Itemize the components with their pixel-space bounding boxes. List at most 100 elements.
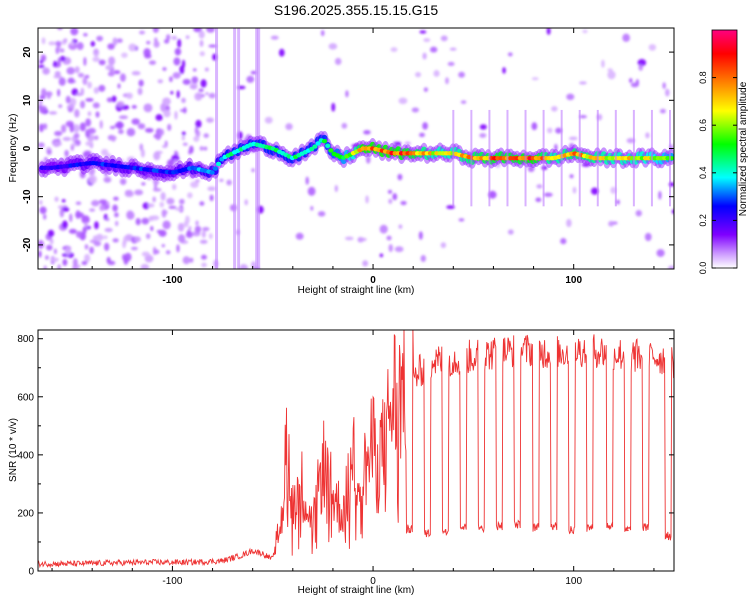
- noise-blob: [57, 88, 61, 97]
- noise-blob: [85, 97, 94, 102]
- y-tick-label: 0: [28, 567, 34, 578]
- noise-blob: [608, 220, 614, 227]
- noise-blob: [55, 46, 60, 55]
- noise-blob: [320, 30, 325, 37]
- noise-blob: [38, 64, 45, 69]
- snr-axes: -100 0 100 0 200 400 600 800: [17, 330, 674, 587]
- noise-blob: [198, 88, 204, 93]
- noise-blob: [96, 35, 104, 42]
- snr-dropout-point: [552, 525, 555, 527]
- snr-dropout-point: [570, 529, 573, 532]
- noise-blob: [138, 79, 144, 87]
- noise-blob: [153, 40, 160, 48]
- noise-blob: [644, 232, 652, 242]
- spectrogram-xlabel: Height of straight line (km): [298, 285, 415, 296]
- noise-blob: [145, 233, 151, 240]
- noise-blob: [560, 238, 567, 245]
- noise-blob: [57, 57, 62, 65]
- noise-blob: [195, 179, 200, 183]
- noise-blob: [206, 28, 215, 33]
- noise-blob: [62, 136, 72, 141]
- noise-blob: [152, 28, 159, 33]
- noise-blob: [172, 183, 177, 190]
- snr-dropout-point: [516, 523, 519, 526]
- noise-blob: [112, 37, 118, 46]
- noise-blob: [183, 106, 187, 114]
- noise-blob: [144, 254, 154, 263]
- noise-blob: [75, 92, 83, 96]
- noise-blob: [52, 140, 61, 147]
- noise-blob: [419, 30, 427, 34]
- noise-blob: [60, 124, 67, 133]
- noise-blob: [264, 116, 273, 124]
- noise-blob: [88, 175, 98, 184]
- noise-blob: [201, 254, 207, 260]
- noise-blob: [65, 95, 71, 104]
- noise-blob: [572, 186, 577, 194]
- noise-blob: [157, 79, 164, 84]
- noise-blob: [566, 218, 572, 228]
- noise-blob: [397, 173, 403, 181]
- noise-blob: [123, 256, 129, 265]
- noise-blob: [190, 181, 199, 188]
- noise-blob: [415, 72, 422, 78]
- noise-blob: [363, 130, 371, 135]
- noise-blob: [70, 143, 78, 147]
- noise-blob: [54, 130, 63, 136]
- noise-blob: [162, 67, 167, 71]
- figure-title: S196.2025.355.15.15.G15: [274, 2, 438, 18]
- y-tick-label: -20: [22, 237, 33, 252]
- noise-blob: [41, 37, 46, 45]
- snr-dropout-point: [444, 529, 447, 532]
- noise-blob: [159, 201, 165, 208]
- ridge-core: [321, 138, 328, 144]
- noise-blob: [630, 82, 639, 88]
- noise-blob: [135, 218, 141, 226]
- noise-blob: [194, 92, 203, 101]
- noise-blob: [502, 67, 506, 74]
- noise-blob: [199, 39, 204, 47]
- noise-blob: [400, 200, 407, 206]
- noise-blob: [193, 28, 202, 33]
- noise-blob: [645, 132, 650, 139]
- noise-blob: [42, 214, 47, 220]
- ridge-fringe: [542, 109, 545, 207]
- noise-blob: [388, 244, 393, 253]
- noise-blob: [226, 179, 233, 186]
- noise-blob: [83, 33, 88, 37]
- noise-blob: [39, 123, 44, 133]
- noise-blob: [199, 201, 205, 206]
- noise-blob: [189, 257, 194, 263]
- noise-blob: [162, 97, 171, 106]
- noise-blob: [185, 231, 194, 238]
- noise-blob: [46, 92, 52, 100]
- noise-blob: [430, 46, 438, 53]
- noise-blob: [126, 211, 135, 220]
- ridge-fringe: [488, 109, 491, 207]
- noise-blob: [181, 135, 185, 141]
- x-tick-label: 100: [565, 275, 582, 286]
- noise-blob: [87, 81, 93, 89]
- noise-blob: [156, 229, 164, 234]
- noise-blob: [555, 127, 563, 134]
- noise-blob: [99, 120, 103, 129]
- noise-blob: [569, 174, 574, 179]
- noise-blob: [92, 102, 100, 109]
- noise-blob: [334, 184, 338, 193]
- noise-blob: [209, 194, 214, 202]
- noise-blob: [98, 199, 108, 204]
- noise-blob: [44, 255, 49, 260]
- noise-blob: [104, 242, 110, 251]
- noise-blob: [295, 232, 304, 240]
- noise-blob: [155, 133, 161, 141]
- noise-blob: [66, 67, 75, 75]
- noise-blob: [153, 249, 160, 255]
- noise-blob: [74, 66, 80, 74]
- noise-blob: [141, 251, 150, 257]
- noise-blob: [188, 226, 192, 231]
- ridge-core: [312, 144, 318, 149]
- noise-blob: [133, 236, 141, 243]
- snr-dropout-point: [667, 535, 669, 537]
- noise-blob: [668, 265, 674, 269]
